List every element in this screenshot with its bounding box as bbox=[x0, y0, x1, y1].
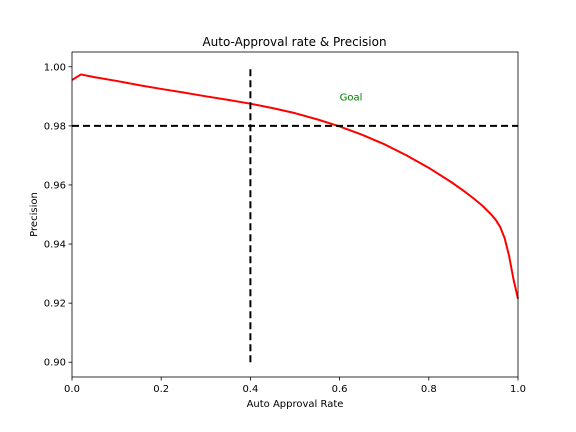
precision-series-line bbox=[71, 73, 519, 299]
y-tick-label: 0.96 bbox=[44, 180, 66, 191]
axes-frame bbox=[71, 51, 519, 378]
y-axis: 0.90 0.92 0.94 0.96 0.98 1.00 bbox=[44, 62, 72, 369]
chart-title: Auto-Approval rate & Precision bbox=[202, 35, 386, 49]
y-tick-label: 1.00 bbox=[44, 62, 66, 73]
y-tick-label: 0.94 bbox=[44, 240, 66, 251]
goal-annotation: Goal bbox=[340, 92, 363, 103]
x-axis: 0.0 0.2 0.4 0.6 0.8 1.0 bbox=[64, 377, 526, 395]
x-tick-label: 0.0 bbox=[64, 384, 80, 395]
x-tick-label: 0.8 bbox=[421, 384, 437, 395]
x-tick-label: 1.0 bbox=[510, 384, 526, 395]
x-tick-label: 0.6 bbox=[332, 384, 348, 395]
y-tick-label: 0.92 bbox=[44, 299, 66, 310]
y-tick-label: 0.98 bbox=[44, 121, 66, 132]
x-axis-label: Auto Approval Rate bbox=[247, 399, 344, 410]
x-tick-label: 0.2 bbox=[153, 384, 169, 395]
plot-area: Goal bbox=[71, 66, 519, 363]
y-axis-label: Precision bbox=[29, 192, 40, 237]
y-tick-label: 0.90 bbox=[44, 358, 66, 369]
x-tick-label: 0.4 bbox=[242, 384, 258, 395]
